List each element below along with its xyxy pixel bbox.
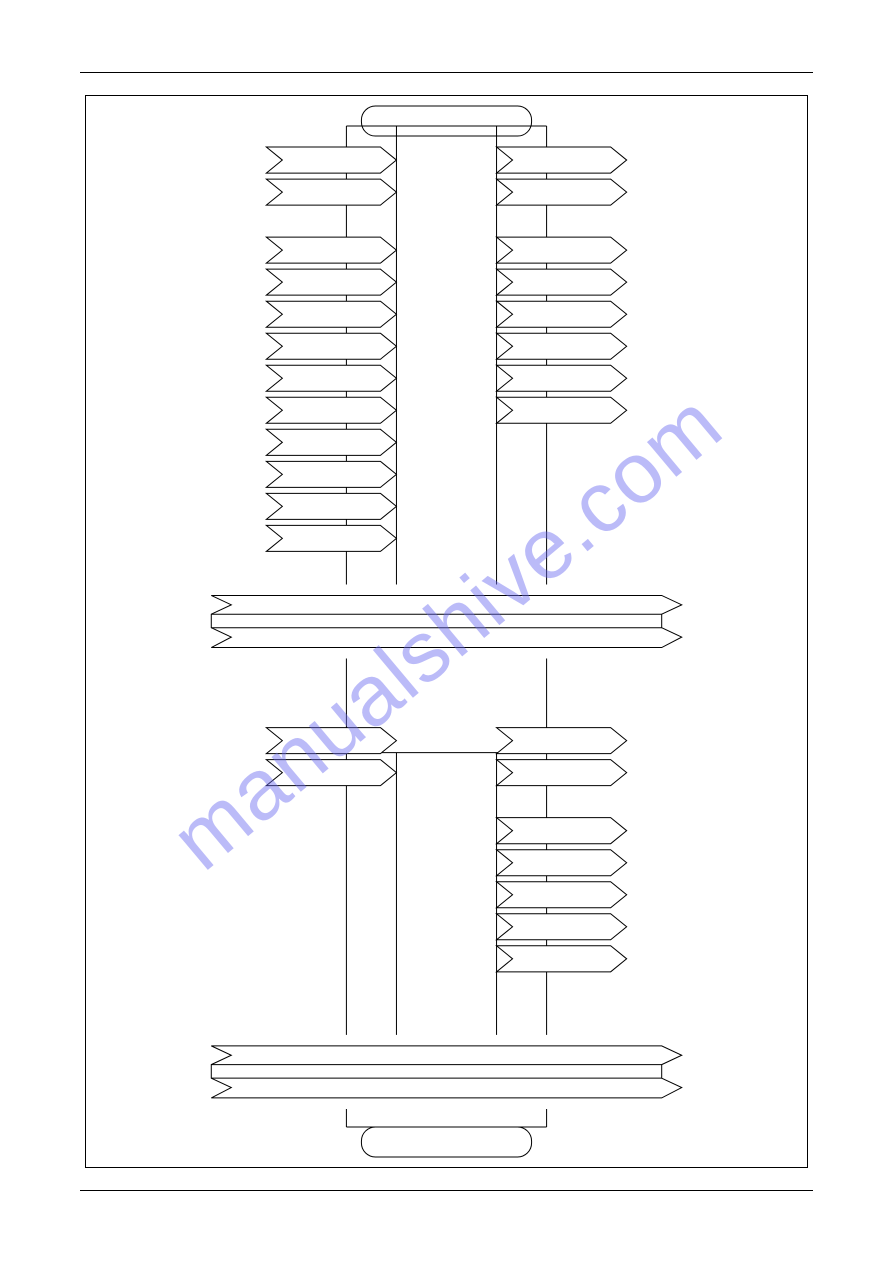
thread-right-4 xyxy=(497,301,627,327)
thread-right-7 xyxy=(497,397,627,423)
thread-right-16 xyxy=(497,882,627,908)
thread-right-5 xyxy=(497,333,627,359)
thread-left-10 xyxy=(266,493,396,519)
thread-right-17 xyxy=(497,914,627,940)
diagram-frame xyxy=(85,95,808,1168)
thread-right-13 xyxy=(497,760,627,786)
thread-right-14 xyxy=(497,818,627,844)
rule-bottom xyxy=(80,1190,813,1191)
page: manualshive.com xyxy=(0,0,893,1263)
thread-right-1 xyxy=(497,179,627,205)
cap-top xyxy=(361,106,531,136)
thread-left-11 xyxy=(266,525,396,551)
thread-left-5 xyxy=(266,333,396,359)
thread-right-3 xyxy=(497,269,627,295)
thread-left-1 xyxy=(266,179,396,205)
flange-lower xyxy=(211,1046,681,1098)
rule-top xyxy=(80,72,813,73)
thread-left-0 xyxy=(266,147,396,173)
diagram-svg xyxy=(86,96,807,1167)
thread-right-15 xyxy=(497,850,627,876)
thread-left-13 xyxy=(266,760,396,786)
thread-left-3 xyxy=(266,269,396,295)
thread-right-18 xyxy=(497,946,627,972)
cap-bottom xyxy=(361,1127,531,1157)
thread-left-2 xyxy=(266,237,396,263)
thread-right-2 xyxy=(497,237,627,263)
flange-upper xyxy=(211,595,681,647)
thread-right-12 xyxy=(497,728,627,754)
thread-right-0 xyxy=(497,147,627,173)
thread-left-6 xyxy=(266,365,396,391)
thread-left-8 xyxy=(266,429,396,455)
thread-right-6 xyxy=(497,365,627,391)
thread-left-12 xyxy=(266,728,396,754)
thread-left-4 xyxy=(266,301,396,327)
thread-left-7 xyxy=(266,397,396,423)
thread-left-9 xyxy=(266,461,396,487)
